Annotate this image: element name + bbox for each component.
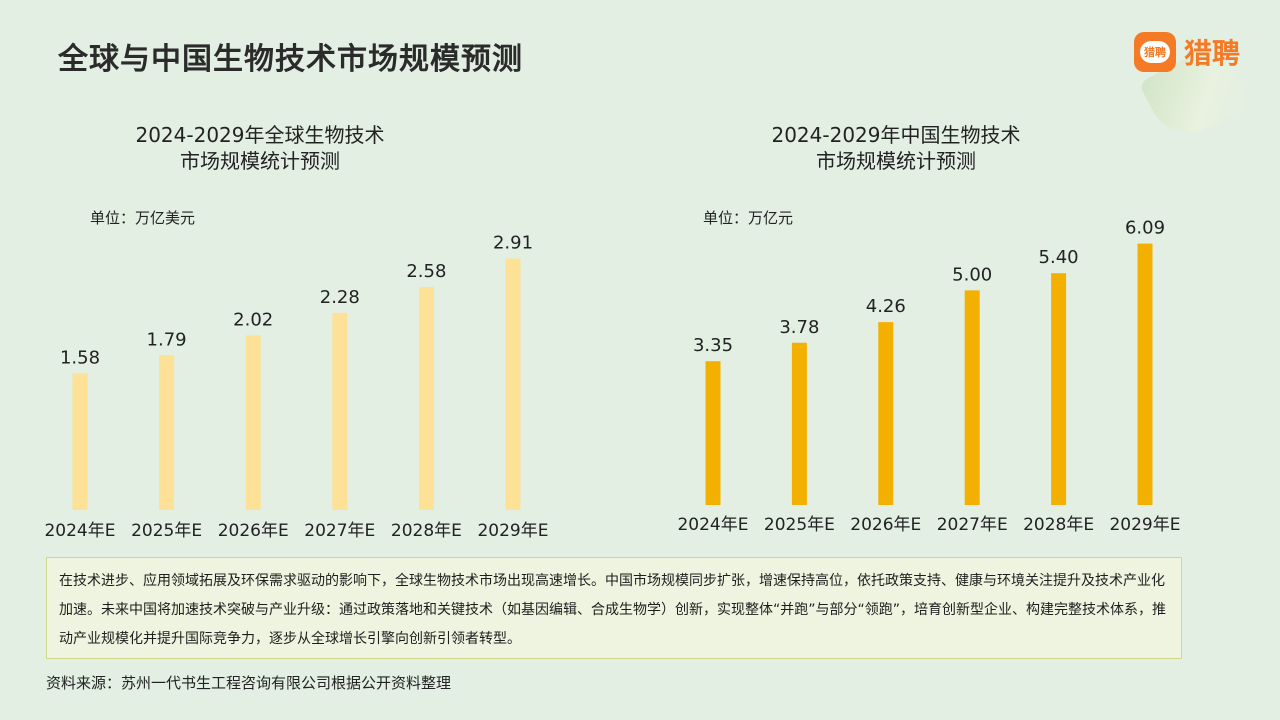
data-label: 5.40 (1039, 247, 1079, 268)
x-tick-label: 2024年E (677, 515, 748, 535)
source-note: 资料来源：苏州一代书生工程咨询有限公司根据公开资料整理 (46, 674, 452, 692)
x-tick-label: 2028年E (391, 521, 462, 541)
data-label: 2.91 (493, 232, 533, 253)
bar-2029年E (1137, 243, 1153, 506)
data-label: 5.00 (952, 264, 992, 285)
china-chart-unit: 单位：万亿元 (703, 209, 794, 227)
data-label: 1.58 (60, 347, 100, 368)
x-tick-label: 2029年E (1109, 515, 1180, 535)
bar-2025年E (159, 355, 175, 510)
data-label: 2.58 (406, 261, 446, 282)
china-chart-title-line1: 2024-2029年中国生物技术 (771, 123, 1021, 147)
bar-2027年E (332, 312, 348, 510)
global-chart-title-line2: 市场规模统计预测 (180, 149, 340, 173)
data-label: 1.79 (147, 329, 187, 350)
bar-2024年E (72, 373, 88, 510)
china-bar-chart: 3.35 2024年E 3.78 2025年E 4.26 2026年E 5.00 2027年E… (677, 218, 1180, 535)
bar-2027年E (964, 290, 980, 505)
bar-2028年E (1051, 273, 1067, 505)
bar-2026年E (245, 335, 261, 510)
data-label: 2.02 (233, 309, 273, 330)
brand-name: 猎聘 (1184, 37, 1241, 70)
bar-2029年E (505, 258, 521, 510)
page-title: 全球与中国生物技术市场规模预测 (58, 42, 523, 77)
data-label: 3.78 (779, 317, 819, 338)
x-tick-label: 2026年E (850, 515, 921, 535)
x-tick-label: 2028年E (1023, 515, 1094, 535)
x-tick-label: 2024年E (44, 521, 115, 541)
global-chart-title-line1: 2024-2029年全球生物技术 (135, 123, 385, 147)
data-label: 3.35 (693, 335, 733, 356)
x-tick-label: 2027年E (937, 515, 1008, 535)
brand-logo: 猎聘 猎聘 (1134, 32, 1240, 72)
data-label: 2.28 (320, 287, 360, 308)
x-tick-label: 2025年E (131, 521, 202, 541)
data-label: 6.09 (1125, 218, 1165, 239)
china-chart-title: 2024-2029年中国生物技术 市场规模统计预测 (676, 122, 1116, 174)
china-chart-title-line2: 市场规模统计预测 (816, 149, 976, 173)
x-tick-label: 2027年E (304, 521, 375, 541)
global-chart-title: 2024-2029年全球生物技术 市场规模统计预测 (40, 122, 480, 174)
data-label: 4.26 (866, 296, 906, 317)
bar-2028年E (418, 286, 434, 510)
x-tick-label: 2025年E (764, 515, 835, 535)
bar-2024年E (705, 361, 721, 505)
summary-text: 在技术进步、应用领域拓展及环保需求驱动的影响下，全球生物技术市场出现高速增长。中… (59, 573, 1167, 647)
summary-box: 在技术进步、应用领域拓展及环保需求驱动的影响下，全球生物技术市场出现高速增长。中… (46, 557, 1182, 659)
global-chart-unit: 单位：万亿美元 (90, 209, 196, 227)
bar-2026年E (878, 322, 894, 505)
x-tick-label: 2026年E (218, 521, 289, 541)
brand-badge-text: 猎聘 (1140, 41, 1170, 63)
global-bar-chart: 1.58 2024年E 1.79 2025年E 2.02 2026年E 2.28 2027年E… (44, 232, 548, 541)
chat-bubble-icon: 猎聘 (1134, 32, 1176, 72)
bar-2025年E (791, 342, 807, 505)
x-tick-label: 2029年E (477, 521, 548, 541)
